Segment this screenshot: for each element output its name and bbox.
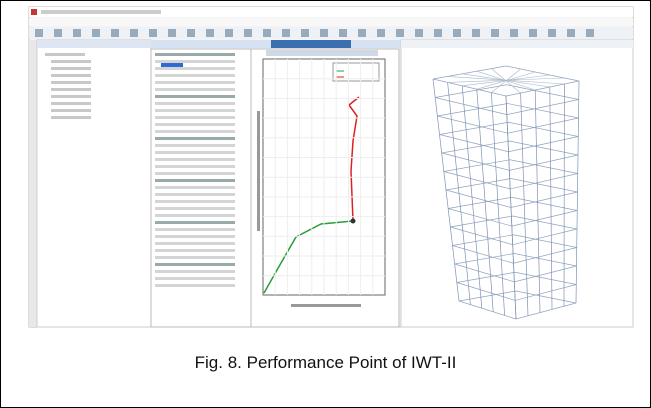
tool-icon xyxy=(92,29,100,37)
window-title xyxy=(41,10,161,14)
property-row xyxy=(155,172,235,175)
tool-icon xyxy=(73,29,81,37)
tree-item xyxy=(51,60,91,63)
menu-bar xyxy=(29,18,633,26)
property-row xyxy=(155,74,235,77)
figure: Fig. 8. Performance Point of IWT-II xyxy=(0,0,651,408)
property-row xyxy=(155,242,235,245)
property-row xyxy=(155,228,235,231)
tool-icon xyxy=(244,29,252,37)
tool-icon xyxy=(263,29,271,37)
property-row xyxy=(155,102,235,105)
caption: Fig. 8. Performance Point of IWT-II xyxy=(1,353,650,373)
property-row xyxy=(155,179,235,182)
tool-icon xyxy=(510,29,518,37)
model-view xyxy=(401,40,633,327)
tree-item xyxy=(45,53,85,56)
app-icon xyxy=(31,9,37,15)
property-row xyxy=(155,256,235,259)
tool-icon xyxy=(130,29,138,37)
tool-icon xyxy=(491,29,499,37)
tool-icon xyxy=(472,29,480,37)
property-row xyxy=(155,214,235,217)
property-row xyxy=(155,165,235,168)
tool-icon xyxy=(339,29,347,37)
page: {"caption": "Fig. 8. Performance Point o… xyxy=(0,0,651,408)
side-toolbar xyxy=(29,40,37,327)
y-axis-label xyxy=(257,111,260,231)
tool-icon xyxy=(35,29,43,37)
property-row xyxy=(155,67,235,70)
property-row xyxy=(155,207,235,210)
tool-icon xyxy=(415,29,423,37)
toolbar xyxy=(29,27,633,39)
property-row xyxy=(155,277,235,280)
property-row xyxy=(155,284,235,287)
tool-icon xyxy=(377,29,385,37)
tool-icon xyxy=(225,29,233,37)
tree-item xyxy=(51,95,91,98)
property-row xyxy=(155,109,235,112)
tool-icon xyxy=(168,29,176,37)
tree-item xyxy=(51,102,91,105)
property-row xyxy=(155,200,235,203)
tool-icon xyxy=(396,29,404,37)
tool-icon xyxy=(529,29,537,37)
screenshot xyxy=(1,1,650,331)
tree-item xyxy=(51,109,91,112)
selected-field[interactable] xyxy=(161,63,183,67)
tool-icon xyxy=(453,29,461,37)
property-row xyxy=(155,158,235,161)
tool-icon xyxy=(434,29,442,37)
tool-icon xyxy=(149,29,157,37)
property-row xyxy=(155,53,235,56)
tool-icon xyxy=(358,29,366,37)
tool-icon xyxy=(586,29,594,37)
performance-point xyxy=(351,219,356,224)
active-tab[interactable] xyxy=(271,40,351,48)
x-axis-label xyxy=(291,304,361,307)
property-row xyxy=(155,186,235,189)
tool-icon xyxy=(567,29,575,37)
property-row xyxy=(155,95,235,98)
property-row xyxy=(155,60,235,63)
property-row xyxy=(155,270,235,273)
property-row xyxy=(155,263,235,266)
tool-icon xyxy=(301,29,309,37)
tool-icon xyxy=(282,29,290,37)
property-row xyxy=(155,137,235,140)
property-row xyxy=(155,221,235,224)
view-header xyxy=(401,40,633,48)
tool-icon xyxy=(548,29,556,37)
property-row xyxy=(155,123,235,126)
property-row xyxy=(155,144,235,147)
property-row xyxy=(155,249,235,252)
tree-item xyxy=(51,74,91,77)
tree-item xyxy=(51,67,91,70)
property-row xyxy=(155,193,235,196)
tree-item xyxy=(51,116,91,119)
plot-title-bar xyxy=(266,50,378,56)
tool-icon xyxy=(320,29,328,37)
tool-icon xyxy=(187,29,195,37)
tool-icon xyxy=(111,29,119,37)
property-row xyxy=(155,116,235,119)
explorer-header xyxy=(37,40,151,48)
property-row xyxy=(155,130,235,133)
tool-icon xyxy=(54,29,62,37)
property-row xyxy=(155,81,235,84)
property-row xyxy=(155,151,235,154)
property-row xyxy=(155,88,235,91)
tree-item xyxy=(51,81,91,84)
property-row xyxy=(155,235,235,238)
tool-icon xyxy=(206,29,214,37)
tree-item xyxy=(51,88,91,91)
